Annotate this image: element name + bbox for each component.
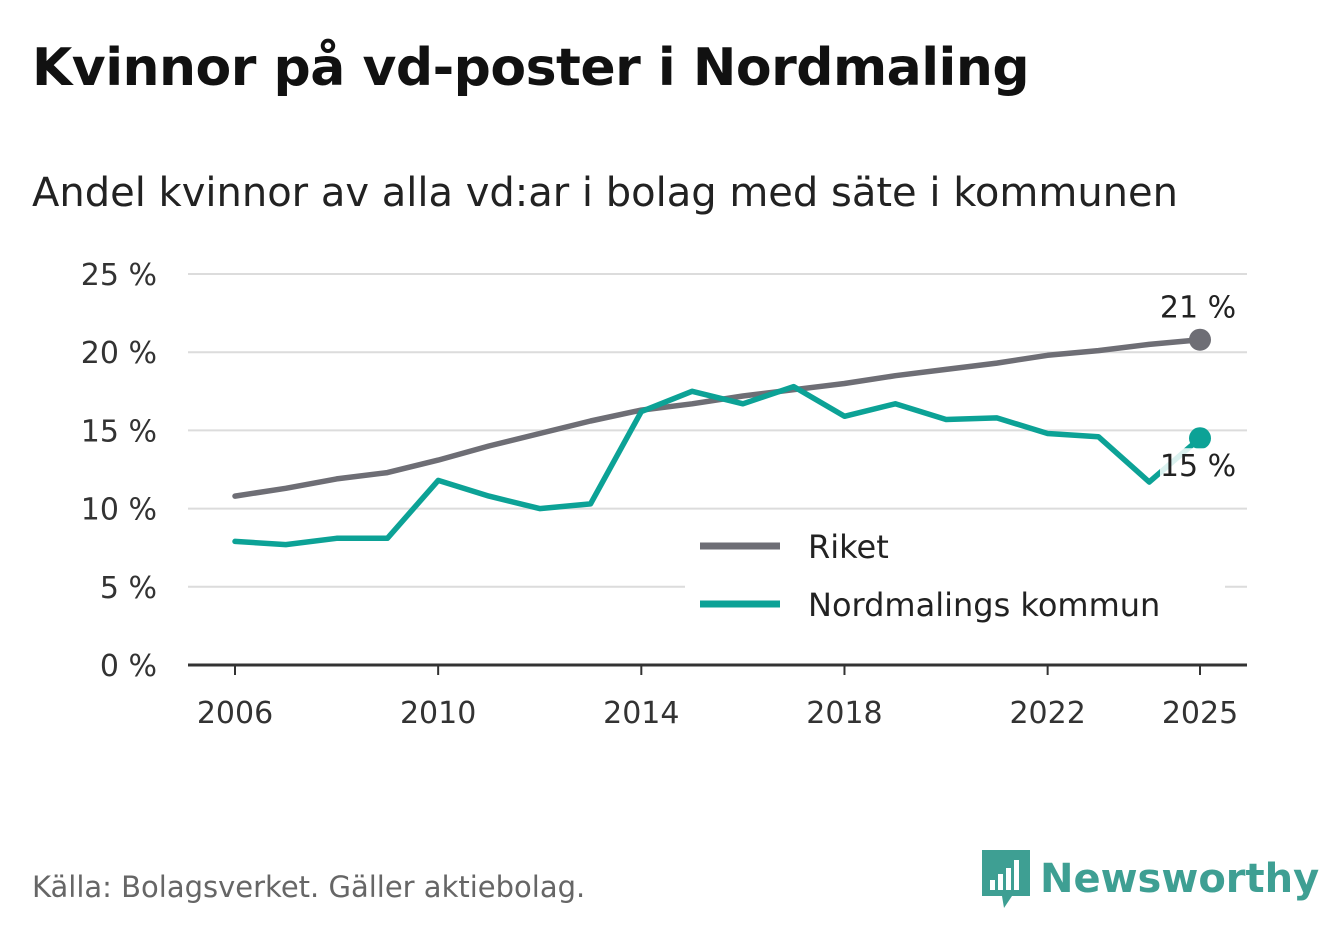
series-end-point [1189, 328, 1211, 351]
y-tick-label: 20 % [81, 336, 157, 371]
brand-logo: Newsworthy [982, 850, 1319, 908]
legend: Riket Nordmalings kommun [685, 518, 1225, 638]
end-label: 21 % [1160, 291, 1236, 326]
y-tick-label: 10 % [81, 493, 157, 528]
x-tick-label: 2006 [197, 696, 273, 731]
series-line-0 [232, 336, 1203, 499]
y-tick-label: 15 % [81, 414, 157, 449]
x-tick-label: 2025 [1162, 696, 1238, 731]
legend-label: Riket [808, 528, 889, 566]
end-labels: 21 % 15 % [1160, 291, 1238, 484]
x-axis: 2006 2010 2014 2018 2022 2025 [188, 663, 1247, 731]
y-tick-label: 25 % [81, 258, 157, 293]
newsworthy-logo-icon [982, 850, 1030, 908]
x-tick-label: 2014 [603, 696, 679, 731]
end-label: 15 % [1160, 449, 1236, 484]
y-tick-label: 5 % [100, 571, 157, 606]
series-end-point [1189, 427, 1211, 450]
line-chart: 0 %5 %10 %15 %20 %25 % 2006 2010 2014 2018 2… [81, 258, 1247, 731]
series-lines [232, 328, 1211, 548]
x-tick-label: 2022 [1009, 696, 1085, 731]
brand-name: Newsworthy [1040, 856, 1320, 902]
x-tick-label: 2010 [400, 696, 476, 731]
legend-background [685, 518, 1225, 638]
x-tick-label: 2018 [806, 696, 882, 731]
y-axis-ticks: 0 % 5 % 10 % 15 % 20 % 25 % [81, 258, 157, 684]
source-note: Källa: Bolagsverket. Gäller aktiebolag. [32, 870, 586, 904]
chart-title: Kvinnor på vd-poster i Nordmaling [32, 38, 1030, 98]
y-tick-label: 0 % [100, 649, 157, 684]
legend-label: Nordmalings kommun [808, 586, 1160, 624]
chart-subtitle: Andel kvinnor av alla vd:ar i bolag med … [32, 170, 1178, 216]
end-label-bg [1160, 448, 1238, 483]
series-line-1 [232, 383, 1203, 548]
